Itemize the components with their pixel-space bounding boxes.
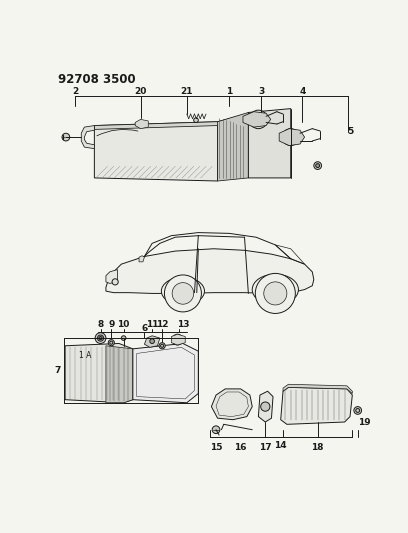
Circle shape <box>249 110 268 128</box>
Polygon shape <box>144 336 160 348</box>
Circle shape <box>194 118 198 123</box>
Ellipse shape <box>252 274 298 305</box>
Circle shape <box>261 402 270 411</box>
Polygon shape <box>243 112 271 127</box>
Polygon shape <box>211 389 252 419</box>
Text: 92708 3500: 92708 3500 <box>58 73 136 86</box>
Circle shape <box>99 336 102 340</box>
Polygon shape <box>106 270 118 284</box>
Circle shape <box>108 340 114 346</box>
Polygon shape <box>283 384 353 393</box>
Circle shape <box>150 339 155 343</box>
Polygon shape <box>94 122 217 181</box>
Polygon shape <box>217 112 248 181</box>
Ellipse shape <box>172 282 194 304</box>
Circle shape <box>253 114 264 125</box>
Text: 2: 2 <box>72 87 78 96</box>
Ellipse shape <box>264 282 287 305</box>
Text: 14: 14 <box>275 441 287 450</box>
Ellipse shape <box>164 275 202 312</box>
Polygon shape <box>94 112 252 130</box>
Text: 1 A: 1 A <box>79 351 91 360</box>
Polygon shape <box>133 343 198 403</box>
Circle shape <box>314 161 322 169</box>
Text: 9: 9 <box>108 320 115 329</box>
Circle shape <box>121 336 126 341</box>
Circle shape <box>286 133 295 142</box>
Text: 21: 21 <box>180 87 193 96</box>
Polygon shape <box>258 391 273 422</box>
Circle shape <box>316 164 319 167</box>
Text: 1: 1 <box>226 87 232 96</box>
Circle shape <box>176 338 179 341</box>
Text: 13: 13 <box>177 320 189 329</box>
Text: 20: 20 <box>134 87 147 96</box>
Text: 10: 10 <box>118 320 130 329</box>
Text: 18: 18 <box>311 443 324 452</box>
Ellipse shape <box>161 277 204 305</box>
Polygon shape <box>106 346 133 403</box>
Circle shape <box>159 343 165 349</box>
Text: 6: 6 <box>141 324 148 333</box>
Polygon shape <box>171 334 185 345</box>
Circle shape <box>212 426 220 433</box>
Text: 11: 11 <box>146 320 158 329</box>
Polygon shape <box>248 109 291 178</box>
Polygon shape <box>139 256 144 262</box>
Ellipse shape <box>255 273 295 313</box>
Polygon shape <box>106 249 314 294</box>
Text: 7: 7 <box>54 366 61 375</box>
Text: 19: 19 <box>357 417 370 426</box>
Polygon shape <box>81 126 94 149</box>
Text: 3: 3 <box>258 87 264 96</box>
Text: 17: 17 <box>259 443 272 452</box>
Polygon shape <box>279 128 305 146</box>
Text: 5: 5 <box>348 127 354 136</box>
Polygon shape <box>135 119 148 128</box>
Text: 8: 8 <box>98 320 104 329</box>
Circle shape <box>95 333 106 343</box>
Polygon shape <box>65 343 133 403</box>
Circle shape <box>98 335 104 341</box>
Ellipse shape <box>168 281 198 301</box>
Circle shape <box>282 128 299 146</box>
Polygon shape <box>281 387 353 424</box>
Circle shape <box>172 334 183 345</box>
Circle shape <box>354 407 361 414</box>
Text: 4: 4 <box>299 87 306 96</box>
Circle shape <box>112 279 118 285</box>
Text: 12: 12 <box>156 320 169 329</box>
Circle shape <box>62 133 70 141</box>
Circle shape <box>175 336 181 343</box>
Text: 16: 16 <box>235 443 247 452</box>
Text: 15: 15 <box>210 443 222 452</box>
